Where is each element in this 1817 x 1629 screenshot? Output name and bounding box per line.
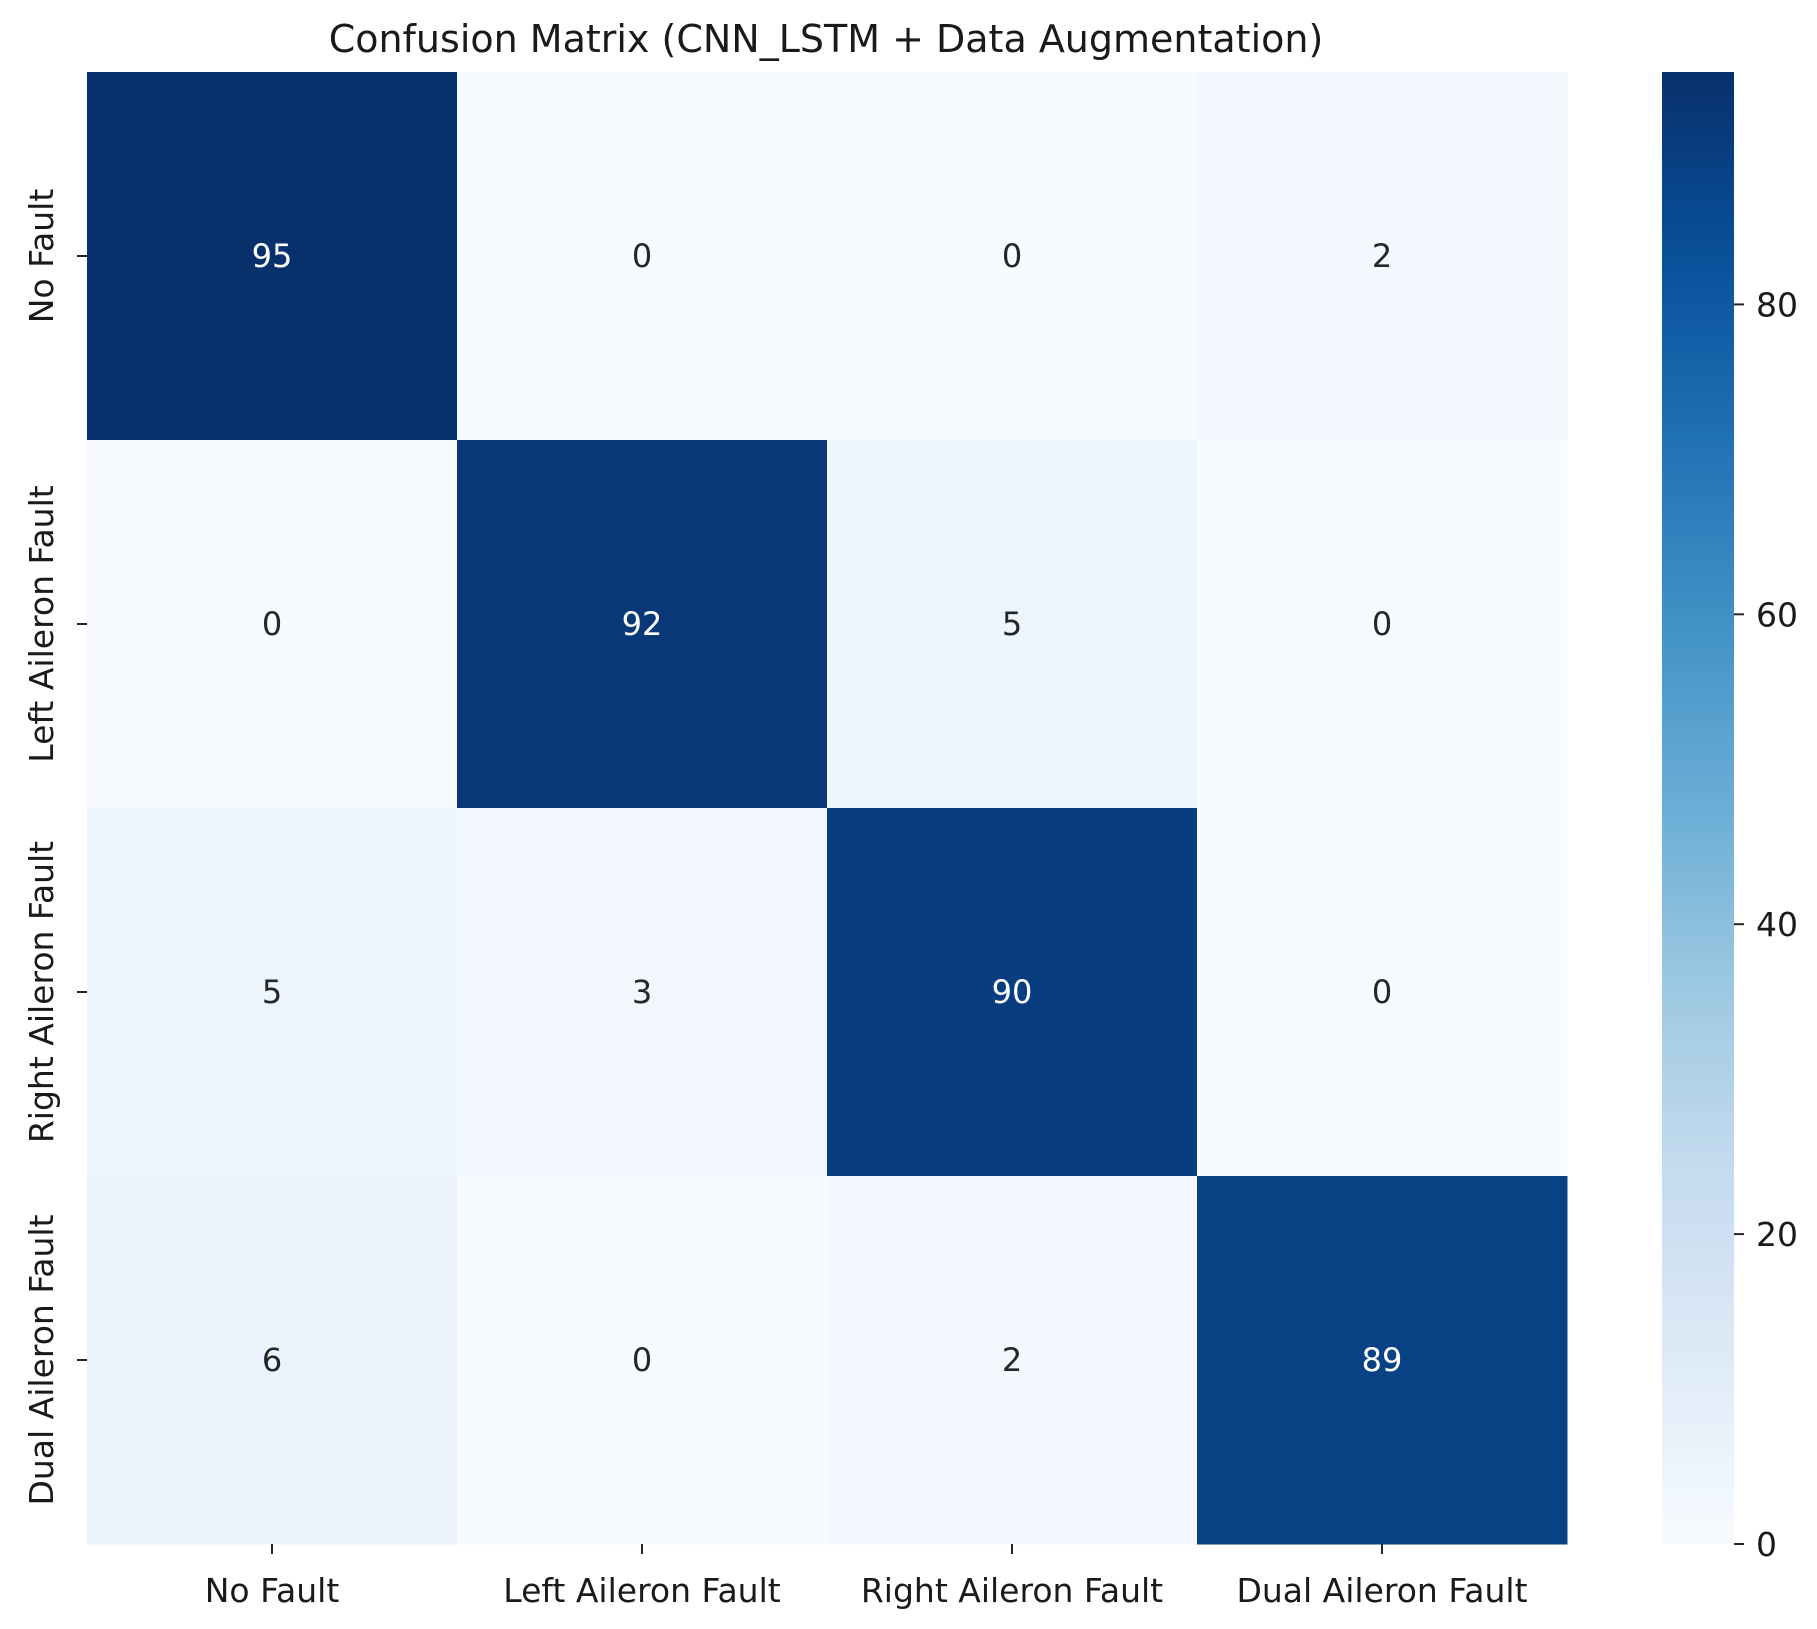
cell-value-label: 95 <box>252 237 293 275</box>
heatmap-cell-r2-c2 <box>827 808 1198 1177</box>
x-tick-label: Right Aileron Fault <box>861 1571 1163 1610</box>
colorbar-tick-label: 80 <box>1756 285 1798 324</box>
heatmap-cell-r1-c2 <box>827 440 1198 809</box>
colorbar-tick-label: 60 <box>1756 595 1798 634</box>
heatmap-cell-r0-c0 <box>87 72 458 441</box>
cell-value-label: 0 <box>1372 973 1392 1011</box>
heatmap-cells: 95 0 0 2 0 92 5 0 5 3 90 0 6 0 2 89 <box>87 72 1568 1545</box>
cell-value-label: 0 <box>1002 237 1022 275</box>
y-tick-label: No Fault <box>22 189 61 324</box>
x-tick-label: No Fault <box>205 1571 340 1610</box>
heatmap-cell-r2-c1 <box>457 808 828 1177</box>
colorbar: 0 20 40 60 80 <box>1662 72 1798 1564</box>
heatmap-cell-r3-c3 <box>1197 1176 1568 1545</box>
colorbar-tick-label: 0 <box>1756 1525 1777 1564</box>
heatmap-cell-r3-c0 <box>87 1176 458 1545</box>
heatmap-cell-r1-c0 <box>87 440 458 809</box>
cell-value-label: 5 <box>1002 605 1022 643</box>
heatmap-cell-r0-c2 <box>827 72 1198 441</box>
cell-value-label: 90 <box>992 973 1033 1011</box>
chart-title: Confusion Matrix (CNN_LSTM + Data Augmen… <box>329 17 1324 61</box>
cell-value-label: 89 <box>1362 1341 1403 1379</box>
heatmap-cell-r2-c0 <box>87 808 458 1177</box>
cell-value-label: 0 <box>262 605 282 643</box>
heatmap-cell-r3-c1 <box>457 1176 828 1545</box>
y-tick-label: Dual Aileron Fault <box>22 1214 61 1505</box>
cell-value-label: 2 <box>1002 1341 1022 1379</box>
heatmap-cell-r2-c3 <box>1197 808 1568 1177</box>
y-tick-label: Right Aileron Fault <box>22 841 61 1143</box>
y-axis: No Fault Left Aileron Fault Right Aileron … <box>22 189 87 1506</box>
cell-value-label: 5 <box>262 973 282 1011</box>
x-tick-label: Left Aileron Fault <box>503 1571 780 1610</box>
heatmap-cell-r0-c3 <box>1197 72 1568 441</box>
cell-value-label: 2 <box>1372 237 1392 275</box>
cell-value-label: 92 <box>622 605 663 643</box>
y-tick-label: Left Aileron Fault <box>22 485 61 762</box>
cell-value-label: 6 <box>262 1341 282 1379</box>
heatmap-cell-r0-c1 <box>457 72 828 441</box>
colorbar-tick-label: 20 <box>1756 1215 1798 1254</box>
cell-value-label: 3 <box>632 973 652 1011</box>
heatmap-cell-r3-c2 <box>827 1176 1198 1545</box>
heatmap-cell-r1-c3 <box>1197 440 1568 809</box>
colorbar-tick-label: 40 <box>1756 905 1798 944</box>
cell-value-label: 0 <box>1372 605 1392 643</box>
cell-value-label: 0 <box>632 1341 652 1379</box>
x-tick-label: Dual Aileron Fault <box>1236 1571 1527 1610</box>
heatmap-cell-r1-c1 <box>457 440 828 809</box>
x-axis: No Fault Left Aileron Fault Right Aileron … <box>205 1544 1528 1610</box>
colorbar-gradient <box>1662 72 1734 1544</box>
cell-value-label: 0 <box>632 237 652 275</box>
